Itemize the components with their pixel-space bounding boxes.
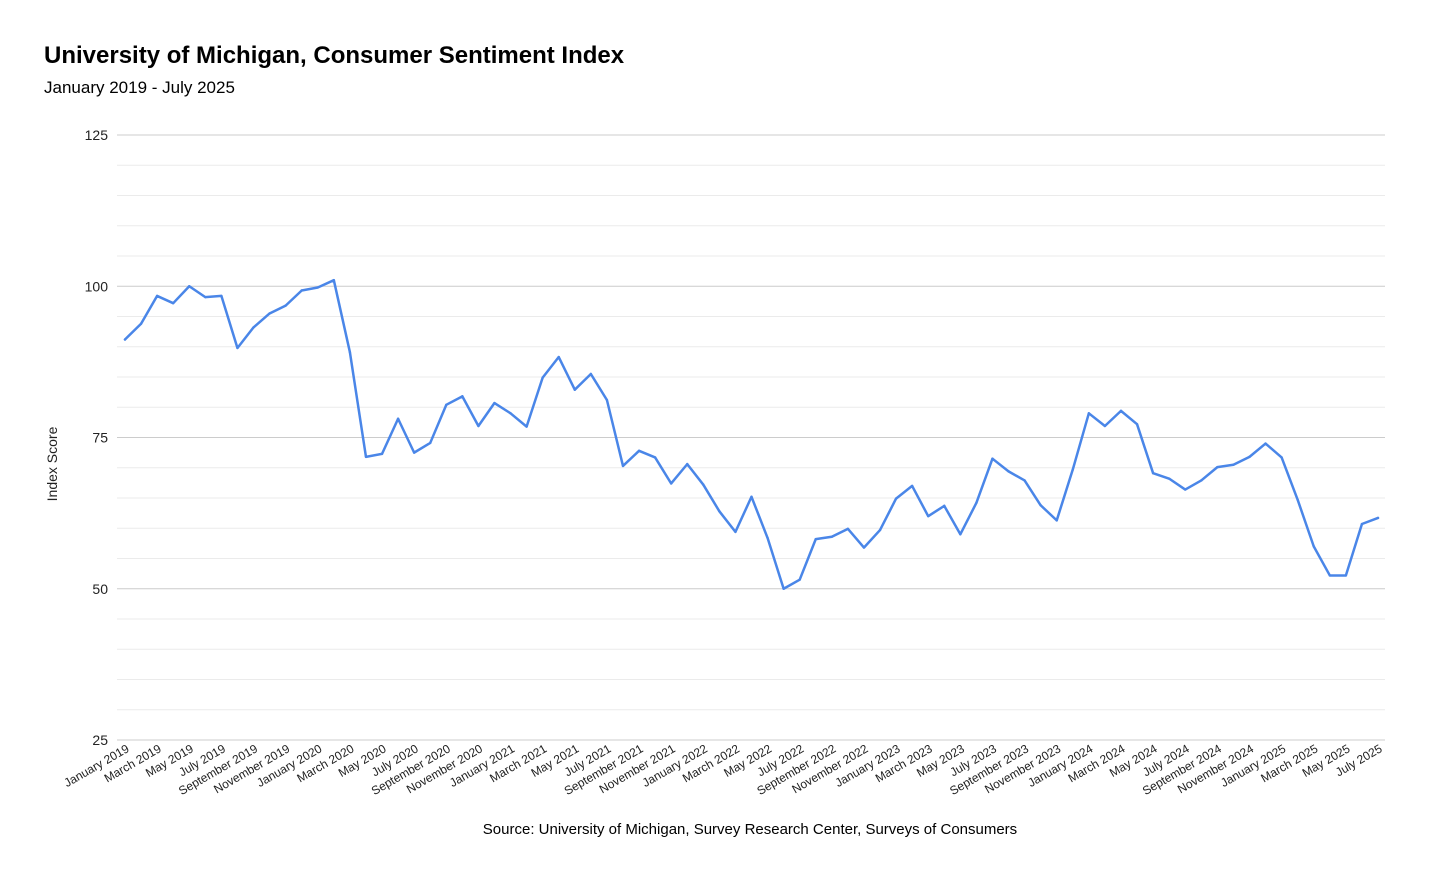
data-point [348,350,352,354]
data-point [1360,522,1364,526]
data-point [268,312,271,315]
data-point [589,372,593,376]
data-point [991,457,994,460]
data-point [155,294,159,298]
data-point [525,425,528,428]
data-point [284,304,287,307]
data-point [718,510,721,513]
y-tick-label: 50 [92,581,108,597]
data-point [316,286,319,289]
data-point [1216,465,1219,469]
series-layer [123,278,1380,590]
data-point [750,495,753,498]
data-point [364,455,368,459]
data-point [1184,488,1187,491]
data-point [332,279,336,282]
data-point [1248,455,1251,459]
data-point [734,530,737,534]
data-point [814,537,817,541]
data-point [557,355,560,359]
data-point [380,452,384,456]
series-line [123,278,1380,590]
data-point [461,395,464,398]
data-point [1344,574,1348,577]
data-point [830,535,834,538]
data-point [300,289,303,292]
y-tick-label: 100 [85,278,109,294]
data-point [477,424,480,428]
data-point [1376,516,1380,520]
data-point [669,482,673,485]
data-point [1103,424,1107,428]
chart-source-note: Source: University of Michigan, Survey R… [482,821,1018,838]
data-point [1312,545,1315,548]
data-point [573,388,576,391]
data-point [1023,479,1026,482]
data-point [975,501,978,505]
data-point [782,587,785,590]
data-point [1007,470,1010,473]
data-point [412,451,416,454]
data-point [493,401,496,405]
data-point [139,322,143,325]
data-point [686,462,689,466]
data-point [1151,471,1155,475]
data-point [894,497,898,500]
data-point [204,295,207,299]
data-point [1087,412,1091,415]
data-point [509,412,512,415]
data-point [236,346,239,350]
data-point [1232,463,1235,466]
data-point [846,527,850,531]
data-point [1280,456,1283,459]
data-point [878,528,882,532]
y-axis-ticks: 25 50 75 100 125 [85,127,109,748]
y-tick-label: 75 [92,430,108,446]
data-point [653,456,657,459]
y-tick-label: 25 [92,732,108,748]
y-axis-title: Index Score [44,426,60,501]
data-point [123,338,127,341]
data-point [605,398,609,402]
data-point [798,578,801,581]
data-point [1119,409,1123,413]
data-point [1055,519,1058,522]
data-point [396,417,400,420]
data-point [702,483,705,486]
data-point [252,326,255,329]
chart-subtitle: January 2019 - July 2025 [44,78,235,97]
data-point [1296,498,1299,502]
data-point [445,403,448,407]
data-point [541,376,544,379]
data-point [943,504,946,508]
data-point [188,285,191,288]
data-point [1039,504,1042,507]
data-point [637,449,641,453]
data-point [429,441,432,445]
y-tick-label: 125 [85,127,109,143]
data-point [1200,479,1203,482]
chart-title: University of Michigan, Consumer Sentime… [44,42,625,69]
data-point [1071,468,1074,471]
data-point [621,464,625,468]
data-point [1135,422,1139,426]
data-point [1264,442,1267,445]
data-point [1328,574,1332,577]
data-point [1167,477,1171,480]
data-point [220,294,223,298]
data-point [927,514,930,518]
data-point [959,533,962,536]
major-gridlines [117,134,1385,741]
data-point [910,484,914,488]
data-point [766,536,769,540]
data-point [862,546,866,549]
data-point [171,301,175,305]
